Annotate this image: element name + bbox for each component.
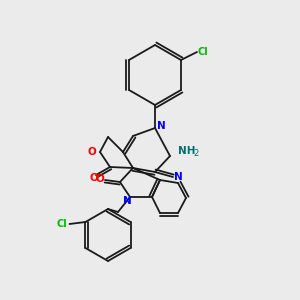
Text: Cl: Cl [57,219,68,229]
Text: N: N [157,121,166,131]
Text: O: O [90,173,98,183]
Text: Cl: Cl [198,47,209,57]
Text: 2: 2 [193,148,198,158]
Text: N: N [123,196,131,206]
Text: O: O [96,174,104,184]
Text: N: N [174,172,183,182]
Text: NH: NH [178,146,196,156]
Text: O: O [88,147,96,157]
